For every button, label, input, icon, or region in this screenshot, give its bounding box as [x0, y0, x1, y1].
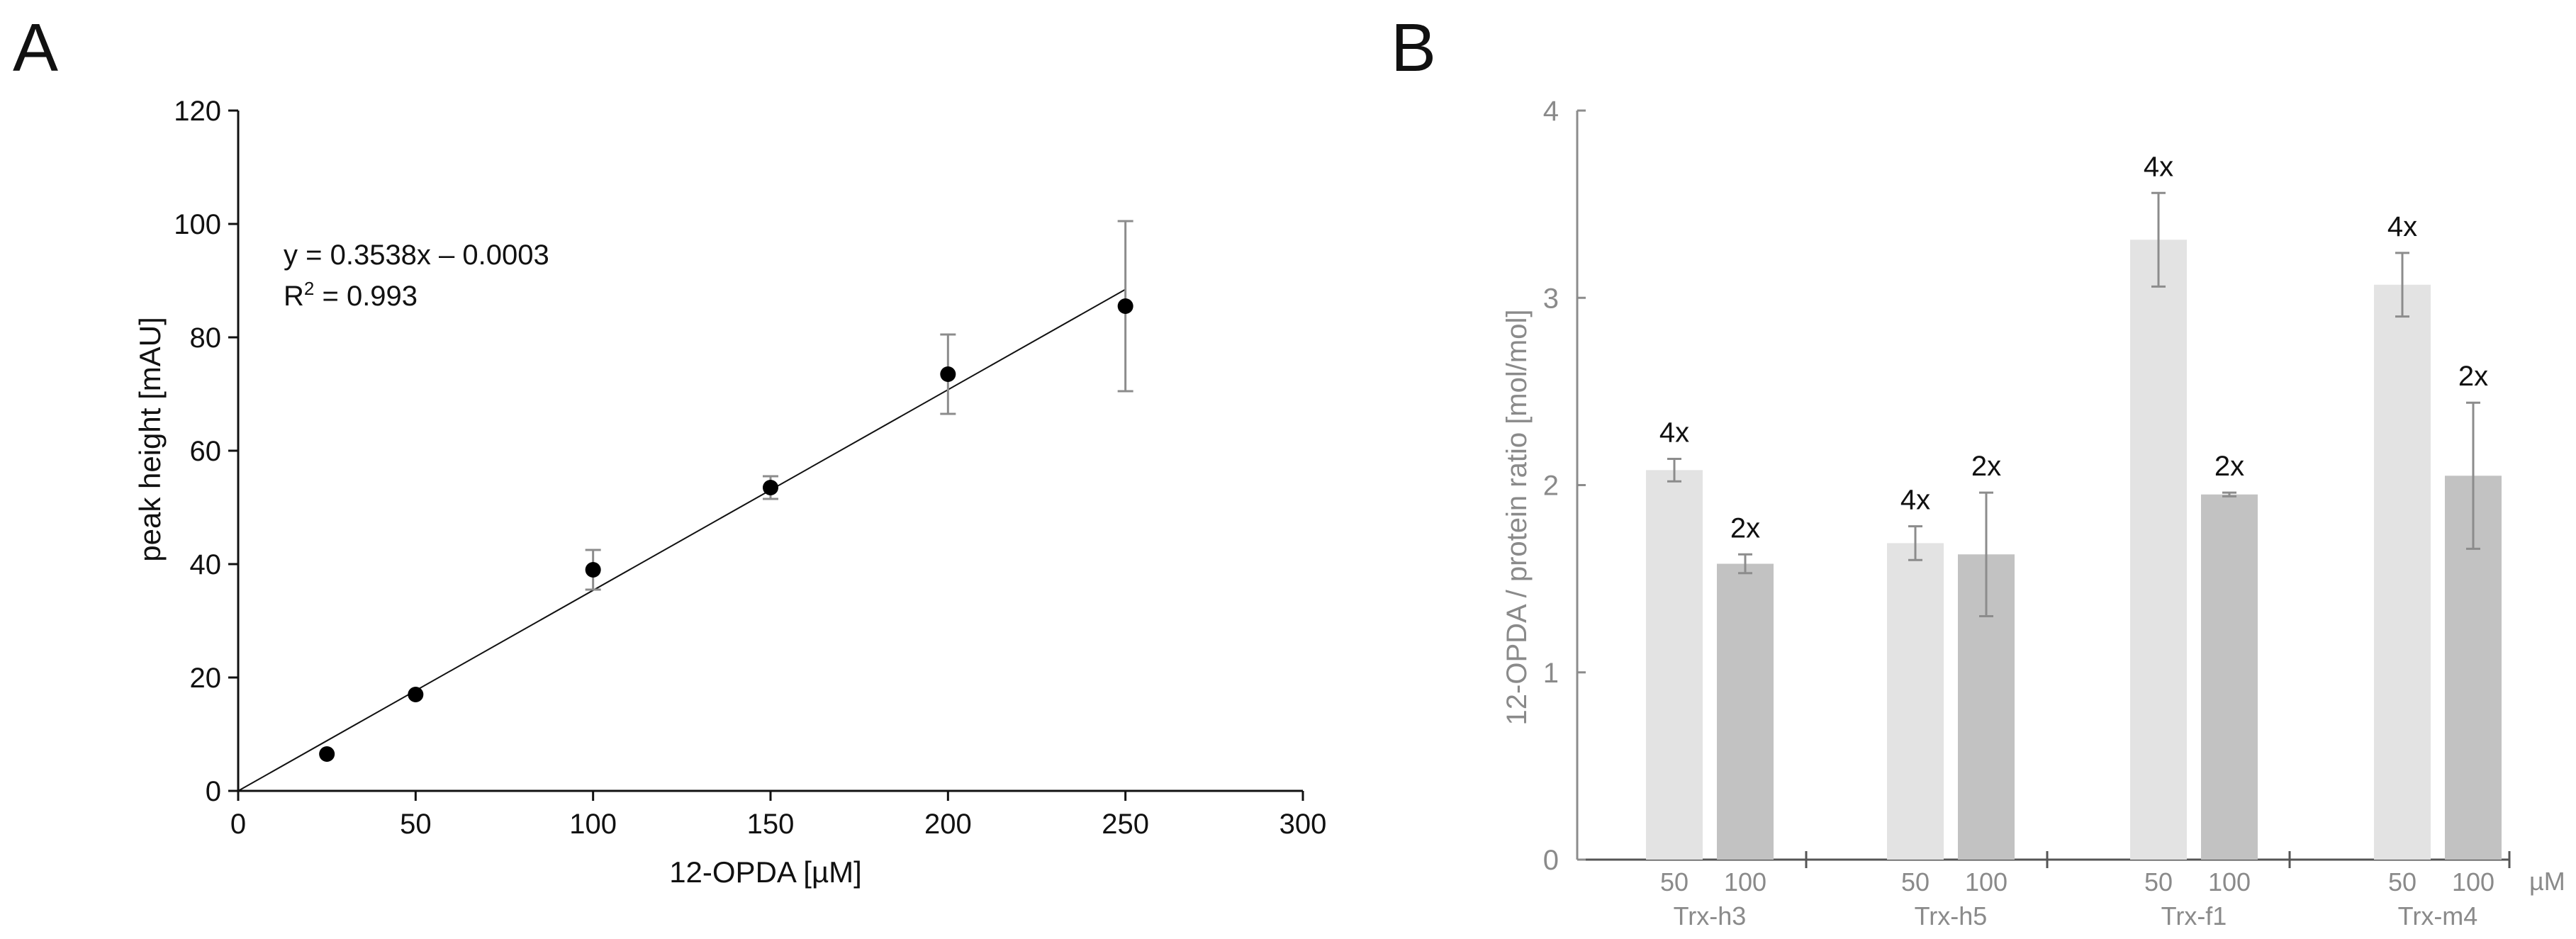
y-tick-label-a: 20	[190, 663, 222, 694]
bar-annotation: 2x	[1730, 512, 1760, 544]
bar-concentration-label: 100	[2208, 867, 2251, 896]
y-tick-label-a: 60	[190, 436, 222, 467]
y-tick-label-a: 100	[174, 209, 221, 240]
y-tick-label-b: 2	[1543, 471, 1559, 502]
x-tick-label-a: 300	[1279, 809, 1327, 840]
y-tick-label-a: 120	[174, 96, 221, 127]
bar-concentration-label: 50	[1901, 867, 1930, 896]
bar	[2201, 494, 2258, 860]
data-point	[1117, 298, 1133, 314]
chart-a: y = 0.3538x – 0.0003 R2 = 0.993 12-OPDA …	[133, 96, 1326, 889]
bar-concentration-label: 100	[1724, 867, 1766, 896]
data-point	[319, 746, 335, 762]
y-axis-title-a: peak height [mAU]	[133, 317, 167, 562]
fit-equation: y = 0.3538x – 0.0003	[284, 240, 549, 271]
fit-line	[237, 288, 1126, 792]
bar-concentration-label: 50	[2144, 867, 2173, 896]
group-label: Trx-h3	[1674, 901, 1747, 930]
bar	[1717, 563, 1774, 860]
bar-annotation: 4x	[2387, 211, 2417, 242]
y-axis-title-b: 12-OPDA / protein ratio [mol/mol]	[1501, 310, 1533, 726]
group-label: Trx-f1	[2161, 901, 2227, 930]
data-point	[940, 366, 956, 382]
bar-concentration-label: 100	[2452, 867, 2494, 896]
y-tick-label-b: 0	[1543, 845, 1559, 876]
y-tick-label-a: 0	[206, 776, 221, 807]
chart-b: 12-OPDA / protein ratio [mol/mol] µM 0 1 2…	[1501, 96, 2565, 930]
bar-concentration-label: 50	[1660, 867, 1689, 896]
bar	[1887, 543, 1944, 860]
bar-annotation: 2x	[1971, 451, 2001, 482]
x-tick-label-a: 250	[1102, 809, 1149, 840]
y-tick-label-a: 40	[190, 549, 222, 580]
y-tick-label-b: 4	[1543, 96, 1559, 127]
x-tick-label-a: 100	[569, 809, 617, 840]
x-tick-label-a: 50	[400, 809, 432, 840]
unit-label: µM	[2529, 867, 2565, 896]
group-label: Trx-h5	[1915, 901, 1988, 930]
y-tick-label-a: 80	[190, 322, 222, 354]
bar	[1646, 470, 1703, 860]
bar-concentration-label: 50	[2388, 867, 2417, 896]
y-tick-label-b: 1	[1543, 658, 1559, 689]
panel-label-b: B	[1391, 10, 1436, 86]
bar-annotation: 4x	[1900, 485, 1930, 516]
bar-annotation: 2x	[2214, 451, 2244, 482]
bar	[2374, 284, 2431, 860]
panel-label-a: A	[13, 10, 58, 86]
bar-annotation: 2x	[2458, 361, 2488, 392]
r-squared-value: = 0.993	[314, 281, 418, 312]
bar-annotation: 4x	[2144, 151, 2173, 182]
x-tick-label-a: 0	[230, 809, 246, 840]
x-axis-title-a: 12-OPDA [µM]	[669, 855, 862, 889]
y-tick-label-b: 3	[1543, 283, 1559, 314]
bar-concentration-label: 100	[1965, 867, 2007, 896]
x-tick-label-a: 150	[747, 809, 795, 840]
r-squared-exponent: 2	[304, 278, 314, 299]
r-squared-prefix: R	[284, 281, 304, 312]
x-tick-label-a: 200	[924, 809, 972, 840]
data-point	[763, 480, 778, 495]
bar-annotation: 4x	[1659, 417, 1689, 449]
group-label: Trx-m4	[2398, 901, 2478, 930]
r-squared: R2 = 0.993	[284, 278, 418, 312]
data-point	[408, 687, 424, 702]
data-point	[585, 562, 601, 578]
bar	[2130, 240, 2187, 860]
